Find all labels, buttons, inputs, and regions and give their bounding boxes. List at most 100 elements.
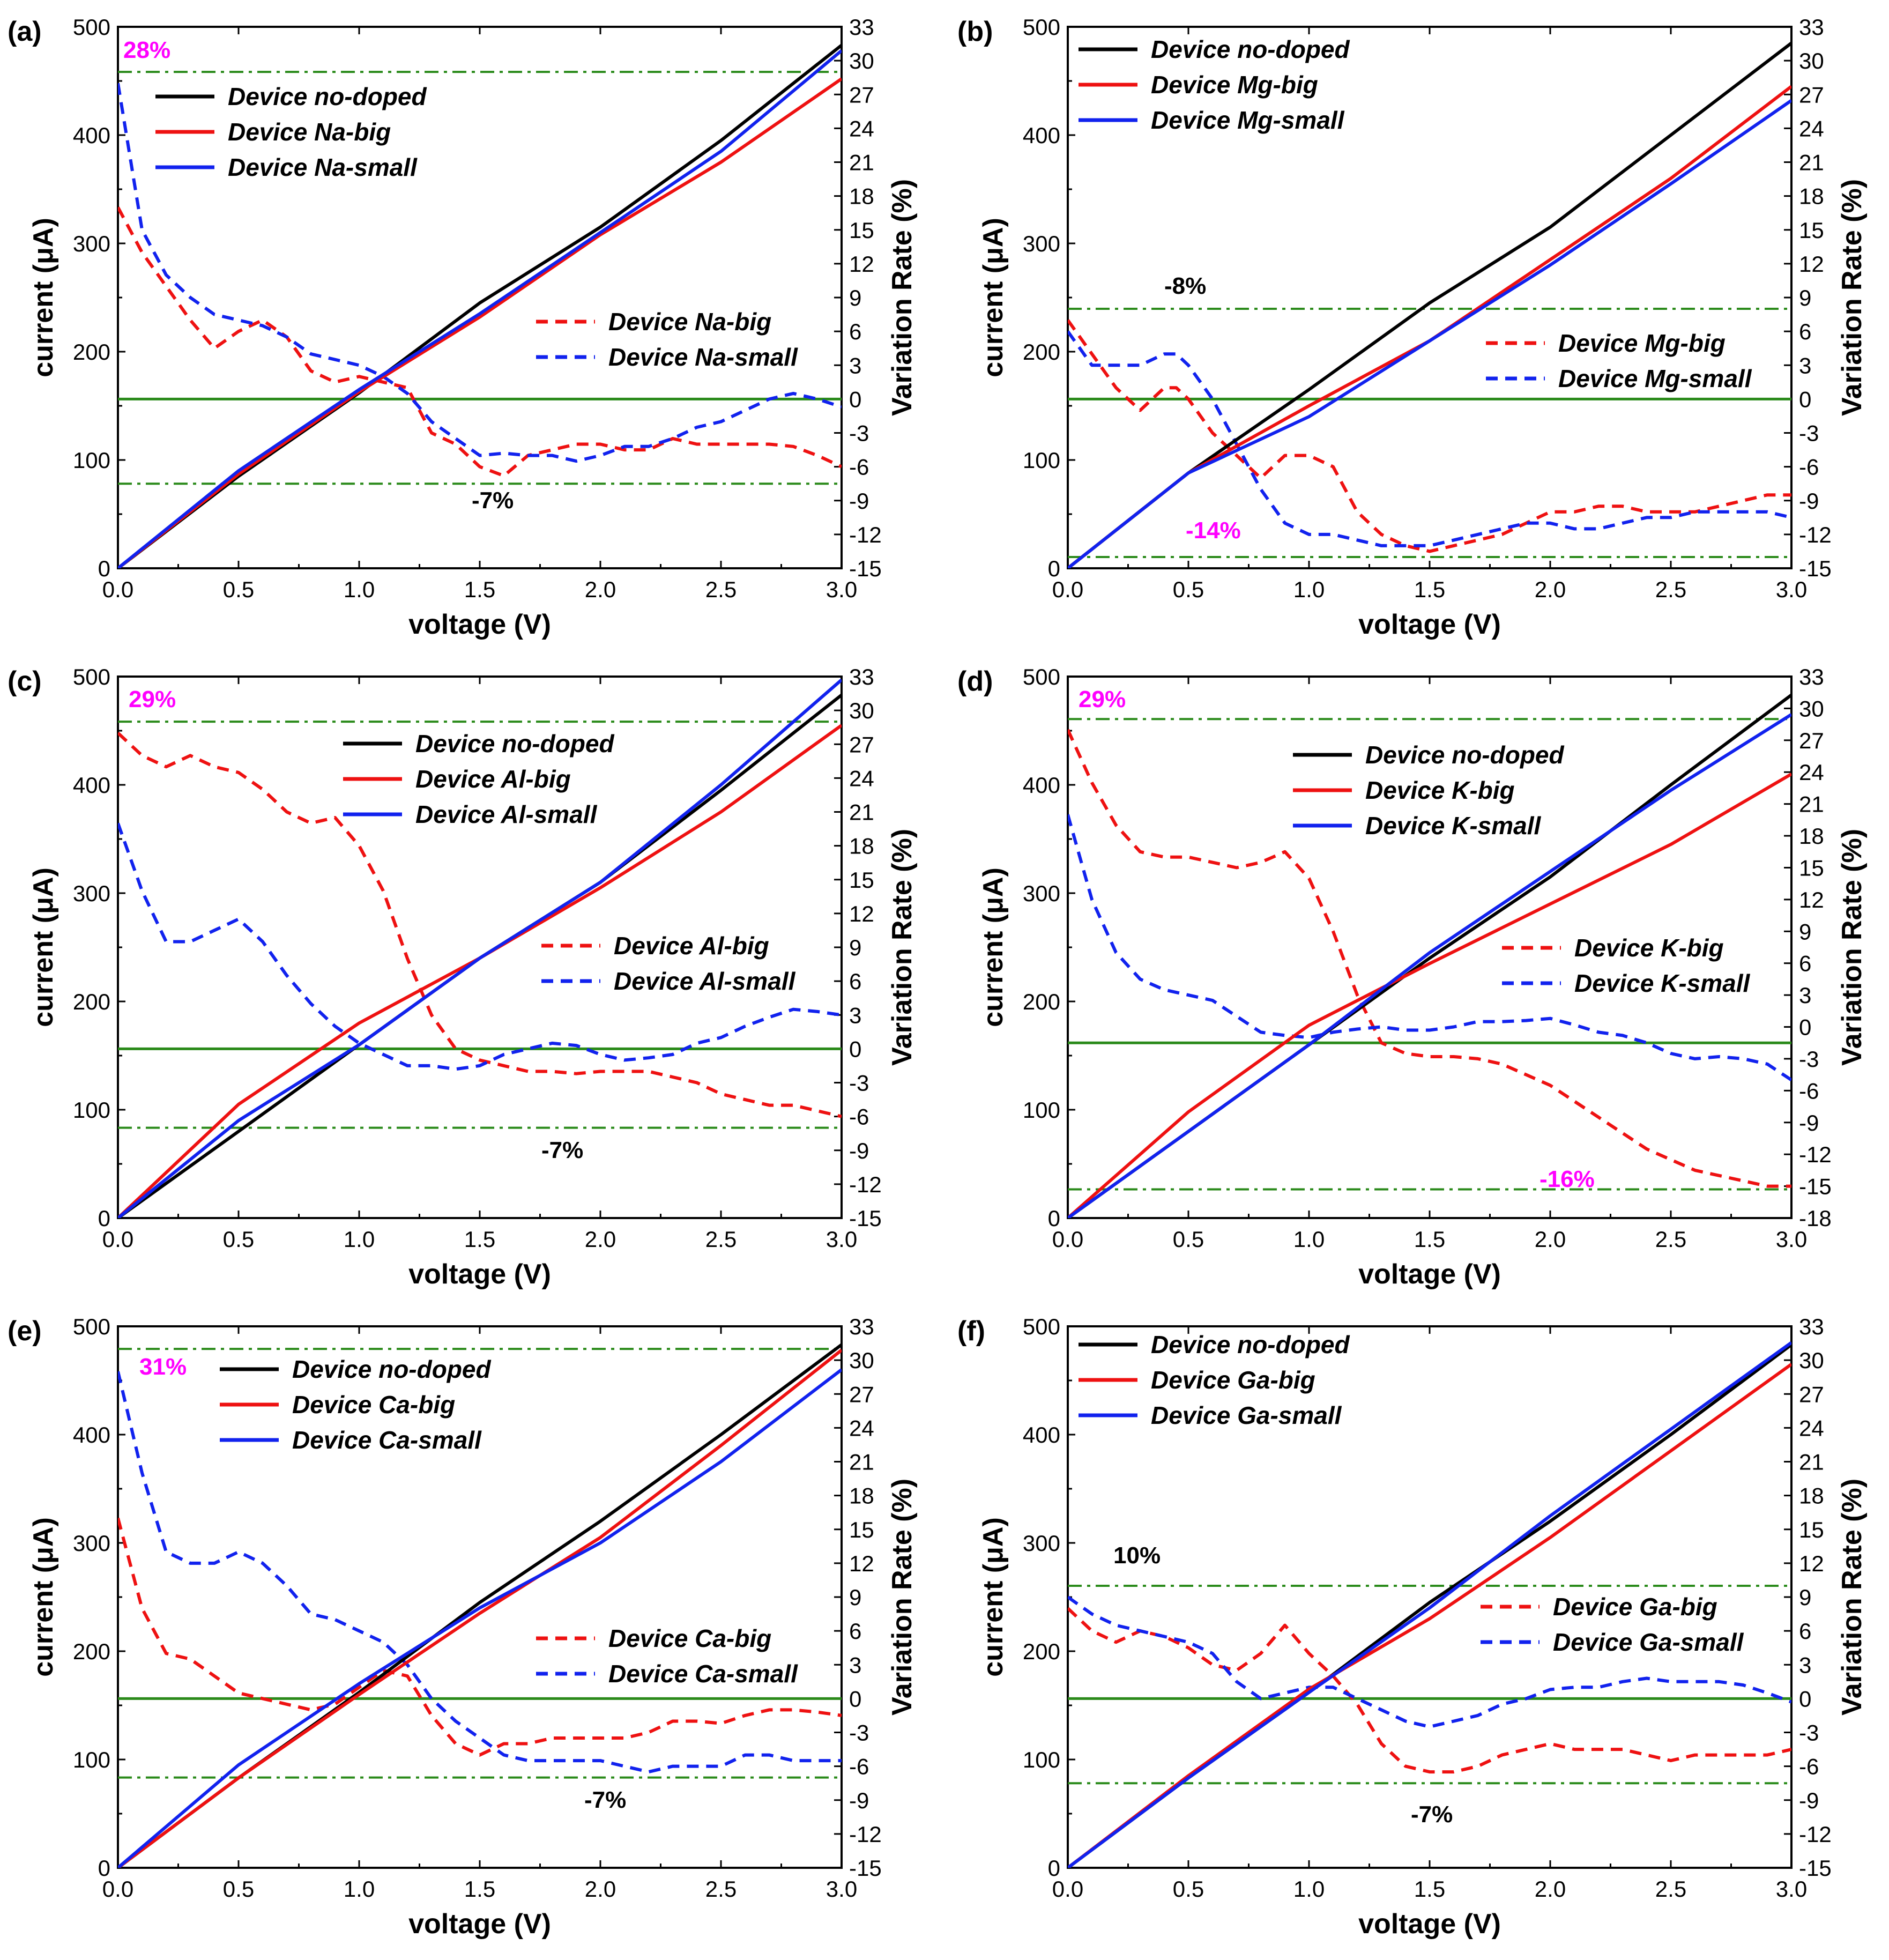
reference-label: -14% xyxy=(1186,517,1241,544)
reference-label: 29% xyxy=(1079,686,1126,712)
y2-tick-label: -15 xyxy=(849,1855,882,1881)
legend-label: Device no-doped xyxy=(292,1355,492,1383)
legend-label: Device Al-big xyxy=(415,765,571,793)
y-tick-label: 100 xyxy=(1023,1747,1060,1772)
y2-tick-label: 3 xyxy=(849,353,861,378)
legend-label: Device K-small xyxy=(1365,812,1541,840)
y2-tick-label: 27 xyxy=(1799,1382,1824,1407)
y2-tick-label: 6 xyxy=(1799,1619,1811,1644)
y2-tick-label: 15 xyxy=(1799,218,1824,243)
x-tick-label: 1.0 xyxy=(344,1876,375,1902)
x-tick-label: 2.5 xyxy=(705,1876,737,1902)
y2-tick-label: 18 xyxy=(1799,1483,1824,1509)
legend-label: Device Na-small xyxy=(608,343,798,371)
y2-tick-label: -15 xyxy=(849,1206,882,1231)
x-tick-label: 1.5 xyxy=(464,1227,495,1252)
y-tick-label: 200 xyxy=(73,339,110,365)
y2-tick-label: 18 xyxy=(1799,184,1824,209)
current-series-line xyxy=(1068,773,1791,1218)
x-tick-label: 0.0 xyxy=(1052,577,1083,602)
y2-tick-label: 21 xyxy=(849,800,874,825)
y2-tick-label: 21 xyxy=(1799,1450,1824,1475)
y2-tick-label: 30 xyxy=(1799,696,1824,721)
y-axis-title: current (μA) xyxy=(978,1517,1009,1677)
y2-tick-label: -3 xyxy=(849,1720,869,1746)
y2-tick-label: 15 xyxy=(849,218,874,243)
current-series-line xyxy=(1068,713,1791,1218)
y2-tick-label: -3 xyxy=(1799,1720,1819,1746)
y2-tick-label: 12 xyxy=(1799,887,1824,912)
y-tick-label: 100 xyxy=(73,1097,110,1123)
y-axis-title: current (μA) xyxy=(28,867,59,1027)
x-tick-label: 2.5 xyxy=(1655,1876,1686,1902)
legend-label: Device Al-small xyxy=(614,967,796,995)
y2-tick-label: 6 xyxy=(849,1619,861,1644)
y2-tick-label: 30 xyxy=(1799,48,1824,73)
y2-tick-label: 21 xyxy=(1799,792,1824,817)
y2-tick-label: 33 xyxy=(1799,664,1824,689)
rate-series-line xyxy=(1068,1607,1791,1774)
y2-tick-label: 33 xyxy=(849,664,874,689)
y2-tick-label: -12 xyxy=(849,522,882,547)
legend-label: Device K-small xyxy=(1574,969,1750,997)
y2-tick-label: 6 xyxy=(1799,319,1811,344)
x-tick-label: 2.0 xyxy=(585,1876,616,1902)
y2-tick-label: 24 xyxy=(849,766,874,791)
chart-panel: (e)0.0 0.5 1.0 1.5 2.0 2.5 3.00100200300400500… xyxy=(8,1314,918,1940)
y2-tick-label: 33 xyxy=(849,14,874,40)
y2-tick-label: -12 xyxy=(1799,522,1832,547)
y2-tick-label: -3 xyxy=(1799,421,1819,446)
y-tick-label: 500 xyxy=(73,14,110,40)
reference-label: -7% xyxy=(541,1137,583,1163)
y2-tick-label: 3 xyxy=(1799,983,1811,1008)
x-axis-title: voltage (V) xyxy=(1358,609,1501,640)
x-tick-label: 3.0 xyxy=(1776,577,1807,602)
y2-tick-label: -6 xyxy=(849,1754,869,1779)
y2-tick-label: -12 xyxy=(849,1822,882,1847)
y-tick-label: 400 xyxy=(1023,773,1060,798)
reference-label: 28% xyxy=(123,37,170,63)
x-axis-title: voltage (V) xyxy=(1358,1259,1501,1290)
rate-series-line xyxy=(1068,814,1791,1082)
x-tick-label: 1.0 xyxy=(1293,1227,1325,1252)
y2-tick-label: -9 xyxy=(1799,1788,1819,1813)
current-series-line xyxy=(118,77,842,568)
x-tick-label: 0.0 xyxy=(102,1227,133,1252)
current-series-line xyxy=(1068,1363,1791,1868)
y2-tick-label: 0 xyxy=(849,1036,861,1061)
y-tick-label: 0 xyxy=(1048,1855,1060,1881)
y2-tick-label: -9 xyxy=(849,488,869,514)
reference-label: -7% xyxy=(1411,1801,1453,1828)
y2-tick-label: 15 xyxy=(849,867,874,893)
legend-label: Device K-big xyxy=(1365,776,1515,804)
y2-tick-label: 9 xyxy=(1799,1585,1811,1610)
y2-tick-label: -3 xyxy=(849,421,869,446)
legend-label: Device Mg-big xyxy=(1151,71,1318,99)
y-tick-label: 300 xyxy=(1023,1531,1060,1556)
legend-label: Device Ga-small xyxy=(1151,1401,1342,1429)
y2-tick-label: -6 xyxy=(1799,455,1819,480)
x-tick-label: 1.5 xyxy=(464,1876,495,1902)
panel-label: (c) xyxy=(8,666,42,697)
legend-label: Device Mg-small xyxy=(1151,106,1345,134)
y2-tick-label: 0 xyxy=(849,1686,861,1711)
reference-label: -7% xyxy=(472,487,514,514)
y-tick-label: 400 xyxy=(1023,123,1060,148)
y2-tick-label: 6 xyxy=(849,319,861,344)
y2-axis-title: Variation Rate (%) xyxy=(1836,829,1868,1066)
rate-series-line xyxy=(1068,319,1791,553)
x-tick-label: 0.5 xyxy=(223,1876,254,1902)
current-series-line xyxy=(118,43,842,568)
chart-panel: (d)0.0 0.5 1.0 1.5 2.0 2.5 3.00100200300400500… xyxy=(957,664,1868,1290)
y-tick-label: 200 xyxy=(1023,339,1060,365)
legend-label: Device Ca-big xyxy=(292,1391,455,1419)
legend-label: Device no-doped xyxy=(1365,741,1565,769)
x-tick-label: 2.0 xyxy=(1535,1227,1566,1252)
x-tick-label: 2.5 xyxy=(705,1227,737,1252)
y2-tick-label: 0 xyxy=(1799,1686,1811,1711)
legend-label: Device Al-small xyxy=(415,800,598,828)
x-axis-title: voltage (V) xyxy=(408,1259,551,1290)
rate-series-line xyxy=(118,206,842,478)
y2-tick-label: 21 xyxy=(849,1450,874,1475)
